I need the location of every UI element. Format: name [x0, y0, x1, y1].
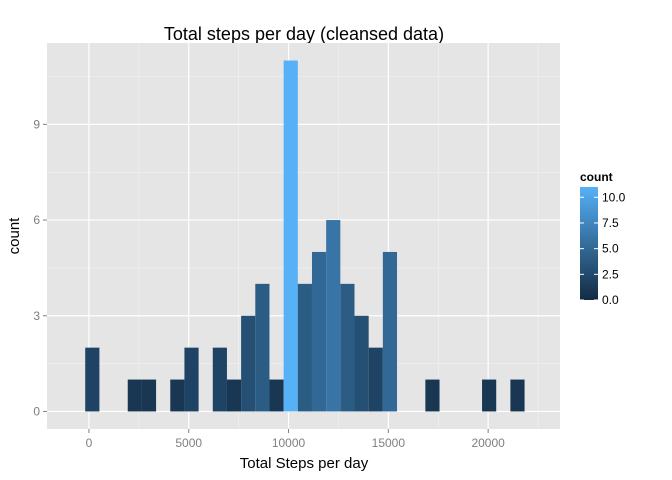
x-axis-ticks: 0 5000 10000 15000 20000: [86, 429, 505, 450]
y-tick-label: 6: [33, 213, 40, 227]
histogram-bar: [141, 379, 157, 412]
histogram-bar: [297, 283, 312, 412]
x-tick-label: 15000: [372, 436, 406, 450]
legend-colorbar: [580, 187, 598, 300]
histogram-bar: [212, 347, 227, 412]
x-tick-label: 10000: [272, 436, 306, 450]
histogram-bar: [482, 379, 497, 412]
histogram-bars: [85, 60, 525, 412]
histogram-bar: [425, 379, 440, 412]
histogram-bar: [85, 347, 100, 412]
histogram-bar: [255, 283, 270, 412]
x-axis-title: Total Steps per day: [240, 455, 369, 472]
histogram-bar: [283, 60, 298, 412]
histogram-bar: [127, 379, 142, 412]
fill-legend: count 0.0 2.5 5.0 7.5 10.0: [580, 170, 626, 307]
histogram-bar: [326, 220, 341, 412]
histogram-bar: [354, 315, 369, 412]
legend-tick-label: 2.5: [602, 267, 619, 281]
legend-tick-label: 10.0: [602, 190, 626, 204]
y-tick-label: 3: [33, 309, 40, 323]
y-axis-ticks: 0 3 6 9: [33, 117, 47, 418]
legend-tick-label: 7.5: [602, 216, 619, 230]
histogram-bar: [311, 251, 327, 412]
legend-tick-label: 0.0: [602, 293, 619, 307]
legend-title: count: [580, 170, 613, 184]
histogram-bar: [241, 315, 256, 412]
x-tick-label: 0: [86, 436, 93, 450]
x-tick-label: 5000: [175, 436, 202, 450]
legend-ticks: 0.0 2.5 5.0 7.5 10.0: [580, 190, 626, 307]
histogram-bar: [226, 379, 242, 412]
histogram-bar: [269, 379, 284, 412]
histogram-bar: [184, 347, 199, 412]
histogram-bar: [382, 251, 398, 412]
histogram-bar: [170, 379, 185, 412]
y-axis-title: count: [6, 217, 23, 255]
chart-title: Total steps per day (cleansed data): [164, 24, 444, 44]
legend-tick-label: 5.0: [602, 242, 619, 256]
histogram-bar: [368, 347, 383, 412]
histogram-bar: [510, 379, 525, 412]
y-tick-label: 9: [33, 117, 40, 131]
histogram-bar: [340, 283, 355, 412]
x-tick-label: 20000: [471, 436, 505, 450]
y-tick-label: 0: [33, 404, 40, 418]
